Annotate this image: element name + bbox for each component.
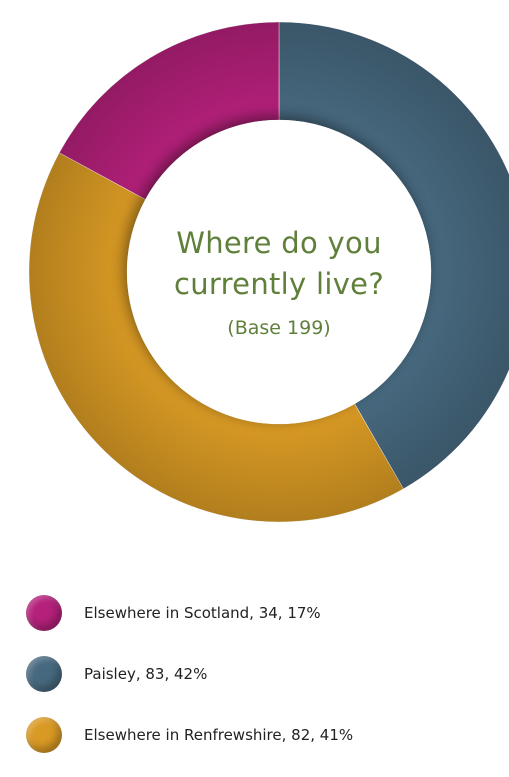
donut-hole <box>127 120 431 424</box>
legend-swatch-elsewhere-in-renfrewshire <box>26 717 62 753</box>
legend-label-paisley: Paisley, 83, 42% <box>84 665 208 683</box>
donut-chart: Where do you currently live? (Base 199) <box>28 21 509 523</box>
chart-title-line-2: currently live? <box>174 267 384 301</box>
legend-item-paisley: Paisley, 83, 42% <box>26 655 496 693</box>
legend-label-elsewhere-in-scotland: Elsewhere in Scotland, 34, 17% <box>84 604 321 622</box>
legend-label-elsewhere-in-renfrewshire: Elsewhere in Renfrewshire, 82, 41% <box>84 726 354 744</box>
legend-swatch-elsewhere-in-scotland <box>26 595 62 631</box>
chart-subtitle: (Base 199) <box>227 317 330 339</box>
legend-item-elsewhere-in-renfrewshire: Elsewhere in Renfrewshire, 82, 41% <box>26 716 496 754</box>
legend-swatch-paisley <box>26 656 62 692</box>
chart-legend: Elsewhere in Scotland, 34, 17% Paisley, … <box>26 594 496 777</box>
chart-title-line-1: Where do you <box>176 226 382 260</box>
legend-item-elsewhere-in-scotland: Elsewhere in Scotland, 34, 17% <box>26 594 496 632</box>
